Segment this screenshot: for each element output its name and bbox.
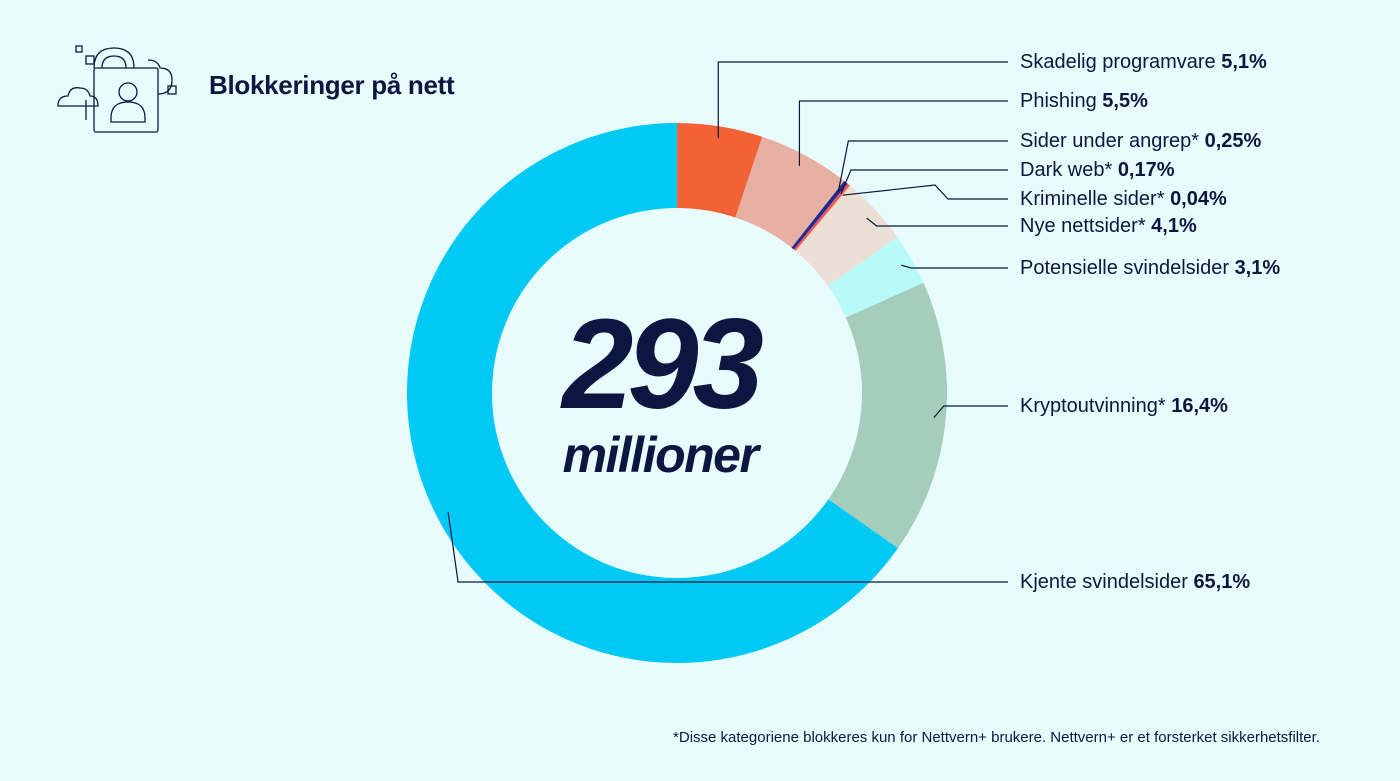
leader-line-kriminelle-sider <box>842 184 1008 200</box>
donut-slices <box>406 123 948 663</box>
label-name: Potensielle svindelsider <box>1020 257 1235 279</box>
slice-phishing <box>735 136 845 248</box>
slice-nye-nettsider <box>795 185 898 287</box>
label-value: 16,4% <box>1171 395 1228 417</box>
label-value: 5,5% <box>1102 90 1148 112</box>
leader-line-kryptoutvinning <box>933 405 1008 419</box>
label-name: Nye nettsider* <box>1020 215 1152 237</box>
leader-line-potensielle-svindelsider <box>900 264 1008 269</box>
label-phishing: Phishing 5,5% <box>1020 89 1148 113</box>
label-name: Sider under angrep* <box>1020 130 1205 152</box>
footnote: *Disse kategoriene blokkeres kun for Net… <box>673 729 1320 746</box>
page-title: Blokkeringer på nett <box>209 70 455 100</box>
leader-line-skadelig-programvare <box>717 61 1008 139</box>
label-sider-under-angrep: Sider under angrep* 0,25% <box>1020 129 1261 153</box>
label-skadelig-programvare: Skadelig programvare 5,1% <box>1020 50 1267 74</box>
leader-line-dark-web <box>840 169 1008 195</box>
label-name: Phishing <box>1020 90 1103 112</box>
label-nye-nettsider: Nye nettsider* 4,1% <box>1020 214 1197 238</box>
label-value: 65,1% <box>1193 571 1251 593</box>
slice-kjente-svindelsider <box>406 123 898 663</box>
leader-line-kjente-svindelsider <box>447 511 1008 583</box>
label-name: Kryptoutvinning* <box>1020 395 1172 417</box>
leader-line-phishing <box>798 100 1008 166</box>
label-value: 4,1% <box>1151 215 1197 237</box>
slice-skadelig-programvare <box>677 123 763 218</box>
leader-lines <box>447 61 1008 583</box>
slice-potensielle-svindelsider <box>827 237 924 318</box>
label-value: 0,17% <box>1117 159 1175 181</box>
label-value: 0,04% <box>1170 188 1227 210</box>
label-value: 0,25% <box>1204 130 1262 152</box>
slice-kryptoutvinning <box>828 282 948 549</box>
cloud-lock-user-icon <box>57 45 177 133</box>
label-kriminelle-sider: Kriminelle sider* 0,04% <box>1020 187 1227 211</box>
label-kjente-svindelsider: Kjente svindelsider 65,1% <box>1020 570 1250 594</box>
label-name: Kjente svindelsider <box>1020 571 1194 593</box>
label-name: Skadelig programvare <box>1020 51 1222 73</box>
label-value: 3,1% <box>1234 257 1281 279</box>
label-potensielle-svindelsider: Potensielle svindelsider 3,1% <box>1020 256 1280 280</box>
label-dark-web: Dark web* 0,17% <box>1020 158 1175 182</box>
leader-line-nye-nettsider <box>866 217 1008 227</box>
slice-dark-web <box>793 183 850 251</box>
label-value: 5,1% <box>1221 51 1267 73</box>
label-kryptoutvinning: Kryptoutvinning* 16,4% <box>1020 394 1228 418</box>
label-name: Kriminelle sider* <box>1020 188 1171 210</box>
total-number: 293 <box>562 293 764 436</box>
label-name: Dark web* <box>1020 159 1118 181</box>
total-unit: millioner <box>562 427 759 483</box>
leader-line-sider-under-angrep <box>837 140 1008 192</box>
slice-sider-under-angrep <box>791 180 848 250</box>
